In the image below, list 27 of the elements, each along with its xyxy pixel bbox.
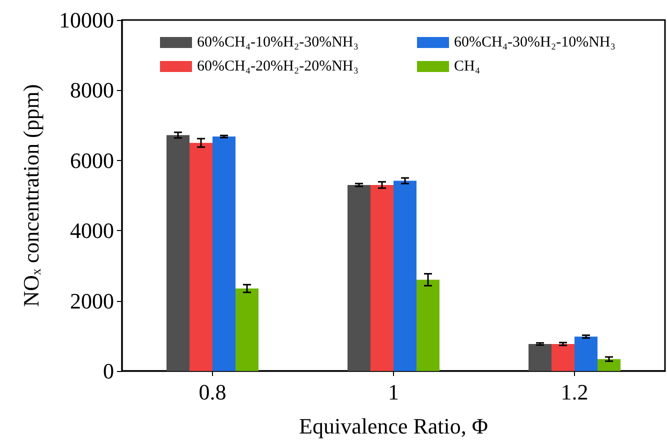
bar	[166, 135, 190, 371]
legend-label: 60%CH₄-20%H₂-20%NH₃	[197, 58, 358, 74]
bar	[598, 359, 620, 371]
bar	[348, 184, 370, 371]
y-tick-label: 8000	[70, 78, 114, 103]
x-axis-title: Equivalence Ratio, Φ	[299, 414, 488, 438]
bar	[528, 344, 552, 371]
bar	[236, 288, 258, 371]
legend-label: CH₄	[454, 58, 480, 74]
bar	[190, 142, 212, 371]
bar	[394, 180, 416, 371]
bar	[416, 280, 440, 371]
legend-label: 60%CH₄-30%H₂-10%NH₃	[454, 34, 616, 50]
legend-label: 60%CH₄-10%H₂-30%NH₃	[197, 34, 358, 50]
bar	[212, 136, 236, 371]
x-tick-label: 0.8	[198, 380, 226, 404]
bar	[370, 184, 394, 371]
y-tick-label: 0	[103, 358, 114, 384]
y-tick-label: 6000	[70, 148, 114, 173]
y-tick-label: 10000	[59, 8, 114, 32]
y-axis-title: NOₓ concentration (ppm)	[18, 84, 44, 307]
bar	[552, 344, 574, 371]
y-tick-label: 4000	[70, 218, 114, 244]
x-tick-label: 1	[388, 380, 399, 404]
y-tick-label: 2000	[70, 288, 114, 314]
bar	[574, 336, 598, 371]
x-tick-label: 1.2	[560, 380, 588, 404]
